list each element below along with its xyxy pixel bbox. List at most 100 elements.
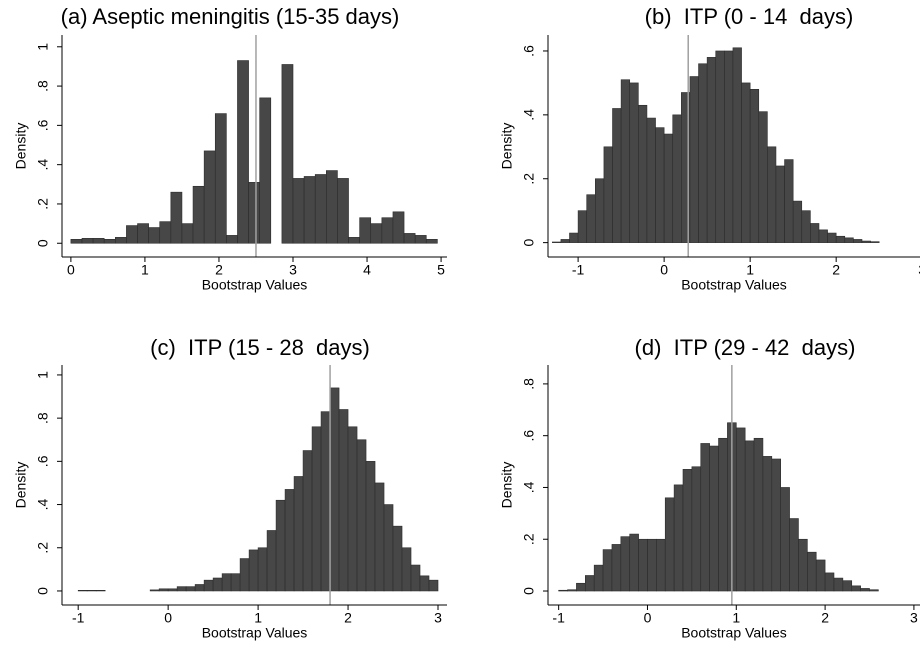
bar — [275, 499, 286, 592]
bar — [137, 223, 149, 244]
bar — [567, 589, 577, 592]
bar — [425, 239, 438, 244]
bar — [194, 584, 205, 592]
y-axis-label: Density — [13, 462, 29, 509]
y-tick-label: .4 — [521, 481, 537, 493]
y-tick-label: .4 — [35, 159, 51, 171]
bar — [314, 174, 327, 244]
bar — [682, 469, 693, 592]
x-axis-label: Bootstrap Values — [681, 625, 787, 641]
bar — [383, 504, 394, 592]
panel: (a) Aseptic meningitis (15-35 days) 0 1 2 3 4… — [13, 4, 447, 293]
bar — [203, 150, 216, 244]
y-axis-label: Density — [499, 123, 515, 170]
bar — [428, 579, 439, 592]
x-tick-label: 1 — [732, 610, 740, 626]
bar — [95, 590, 106, 592]
bar — [691, 466, 702, 592]
y-tick-label: 0 — [521, 239, 537, 247]
x-axis-label: Bootstrap Values — [202, 277, 308, 293]
bar — [292, 178, 305, 244]
bar — [775, 165, 785, 243]
bar — [673, 484, 684, 592]
bar — [724, 50, 734, 243]
bar — [329, 387, 340, 592]
x-tick-label: -1 — [552, 610, 565, 626]
bar — [860, 588, 870, 592]
bar — [689, 76, 699, 243]
bar — [149, 589, 160, 592]
y-tick-label: .2 — [521, 533, 537, 545]
y-tick-label: .8 — [521, 378, 537, 390]
bar — [602, 549, 613, 592]
y-axis-label: Density — [13, 123, 29, 170]
x-tick-label: 0 — [67, 262, 75, 278]
bar — [655, 127, 665, 243]
y-tick-label: .6 — [35, 455, 51, 467]
bar — [853, 239, 863, 243]
bar — [586, 194, 596, 243]
bar — [664, 497, 675, 592]
bar — [861, 240, 871, 243]
bar — [257, 547, 268, 592]
y-axis-label: Density — [499, 462, 515, 509]
y-tick-label: .2 — [35, 542, 51, 554]
x-tick-label: -1 — [572, 262, 585, 278]
bar — [611, 544, 622, 592]
y-tick-label: .6 — [521, 430, 537, 442]
bar — [767, 146, 777, 243]
panel-title: (a) Aseptic meningitis (15-35 days) — [61, 4, 400, 29]
x-tick-label: 3 — [289, 262, 297, 278]
bar — [629, 533, 639, 592]
bar — [646, 117, 656, 243]
bar — [789, 518, 799, 592]
bar — [700, 443, 710, 592]
bar — [706, 57, 717, 243]
bar — [577, 210, 588, 243]
bar — [70, 239, 83, 244]
bar — [320, 411, 331, 592]
y-tick-label: 0 — [521, 587, 537, 595]
x-tick-label: 3 — [918, 262, 920, 278]
bar — [237, 60, 249, 244]
bar — [239, 558, 250, 592]
bar — [780, 487, 790, 592]
bar — [337, 178, 349, 244]
bar — [715, 50, 725, 243]
bar — [698, 63, 708, 243]
bar — [560, 239, 570, 243]
x-axis-label: Bootstrap Values — [681, 277, 787, 293]
bar — [647, 538, 657, 592]
x-tick-label: 1 — [141, 262, 149, 278]
x-tick-label: 5 — [437, 262, 445, 278]
bar — [870, 241, 880, 243]
bar — [818, 229, 828, 243]
y-tick-label: .4 — [521, 109, 537, 121]
bar — [656, 538, 666, 592]
bar — [620, 79, 631, 243]
bar — [115, 237, 127, 244]
bar — [347, 426, 358, 592]
bar — [595, 178, 605, 243]
bar — [221, 573, 232, 592]
x-tick-label: 2 — [832, 262, 840, 278]
y-tick-label: .4 — [35, 499, 51, 511]
panel: (b) ITP (0 - 14 days) -1 0 1 2 3 0 .2 .4 .6 Bootst… — [499, 4, 920, 293]
bar — [284, 489, 295, 592]
x-tick-label: -1 — [72, 610, 85, 626]
x-tick-label: 3 — [910, 610, 918, 626]
bar — [851, 585, 861, 592]
bar — [558, 589, 568, 592]
bar — [753, 437, 764, 592]
x-axis-label: Bootstrap Values — [202, 625, 308, 641]
x-tick-label: 2 — [821, 610, 829, 626]
bar — [281, 64, 294, 244]
bar — [620, 536, 631, 592]
bar — [629, 82, 639, 243]
bar — [81, 238, 94, 244]
bar — [792, 200, 803, 243]
bar — [214, 113, 227, 244]
panel-title: (d) ITP (29 - 42 days) — [635, 335, 856, 360]
